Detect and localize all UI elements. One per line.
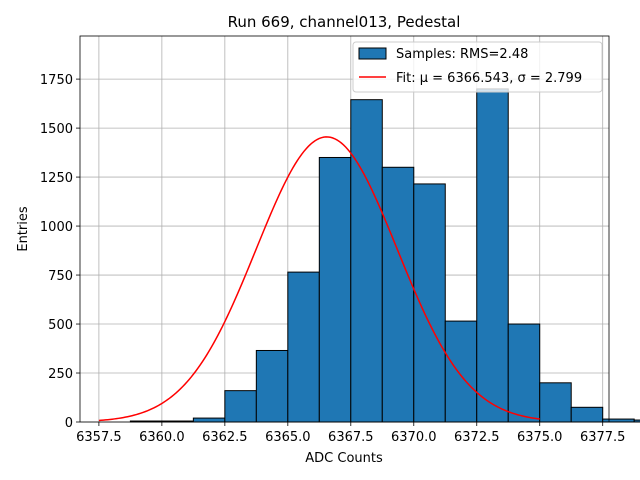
- x-tick-label: 6375.0: [517, 430, 563, 445]
- histogram-bar: [570, 406, 604, 423]
- histogram-bar: [381, 166, 415, 423]
- x-axis-label: ADC Counts: [305, 451, 383, 466]
- x-tick-label: 6367.5: [328, 430, 374, 445]
- y-tick-label: 0: [65, 416, 73, 431]
- chart-title: Run 669, channel013, Pedestal: [228, 13, 461, 31]
- x-tick-label: 6372.5: [454, 430, 500, 445]
- y-tick-label: 250: [48, 367, 73, 382]
- plot-frame: [79, 35, 610, 423]
- histogram-bar: [255, 349, 289, 423]
- y-tick-label: 1000: [40, 220, 73, 235]
- x-tick-label: 6362.5: [202, 430, 248, 445]
- histogram-bar: [507, 323, 541, 423]
- legend-histogram-swatch: [358, 47, 387, 60]
- x-tick-label: 6357.5: [76, 430, 122, 445]
- x-tick-label: 6377.5: [580, 430, 626, 445]
- legend-fit-label: Fit: μ = 6366.543, σ = 2.799: [396, 71, 582, 86]
- histogram-bar: [633, 419, 640, 423]
- y-axis-label: Entries: [16, 206, 31, 252]
- histogram-bar: [224, 390, 257, 423]
- y-tick-label: 1750: [40, 73, 73, 88]
- histogram-bar: [287, 271, 320, 423]
- histogram-bar: [350, 99, 383, 423]
- y-tick-label: 500: [48, 318, 73, 333]
- histogram-bar: [602, 418, 635, 423]
- y-tick-label: 750: [48, 269, 73, 284]
- x-axis-ticks: 6357.5 6360.0 6362.5 6365.0 6367.5 6370.0 6372…: [76, 422, 625, 445]
- x-tick-label: 6365.0: [265, 430, 311, 445]
- histogram-bar: [413, 183, 446, 423]
- histogram-bar: [539, 382, 572, 423]
- histogram-bar: [318, 156, 352, 423]
- legend-frame: [352, 41, 603, 93]
- histogram-bars: [129, 88, 640, 423]
- legend-histogram-label: Samples: RMS=2.48: [396, 47, 528, 62]
- legend: Samples: RMS=2.48 Fit: μ = 6366.543, σ =…: [352, 41, 603, 93]
- y-axis-ticks: 0 250 500 750 1000 1250 1500 1750: [40, 73, 80, 431]
- y-tick-label: 1250: [40, 171, 73, 186]
- histogram-bar: [444, 320, 478, 423]
- y-tick-label: 1500: [40, 122, 73, 137]
- x-tick-label: 6360.0: [139, 430, 185, 445]
- histogram-bar: [192, 417, 226, 423]
- histogram-bar: [476, 88, 509, 423]
- x-tick-label: 6370.0: [391, 430, 437, 445]
- fit-curve: [98, 136, 540, 422]
